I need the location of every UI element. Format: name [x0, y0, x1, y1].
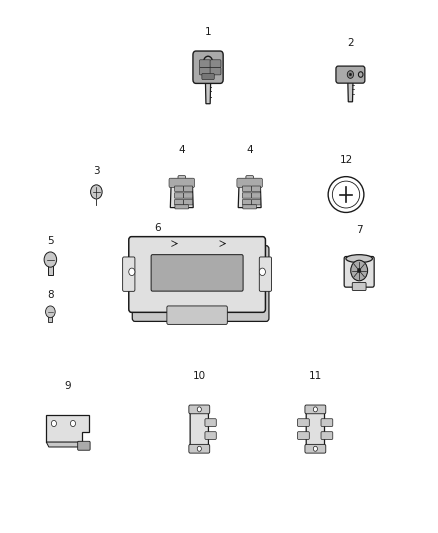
Text: 8: 8 — [47, 290, 54, 300]
Polygon shape — [46, 415, 89, 442]
Polygon shape — [348, 80, 353, 102]
FancyBboxPatch shape — [184, 186, 193, 191]
Text: 4: 4 — [246, 144, 253, 155]
FancyBboxPatch shape — [151, 255, 243, 291]
FancyBboxPatch shape — [251, 199, 261, 205]
FancyBboxPatch shape — [184, 199, 193, 205]
FancyBboxPatch shape — [259, 257, 272, 292]
FancyBboxPatch shape — [169, 178, 194, 188]
Text: 12: 12 — [339, 155, 353, 165]
FancyBboxPatch shape — [205, 432, 216, 439]
Text: 10: 10 — [193, 371, 206, 381]
FancyBboxPatch shape — [174, 199, 184, 205]
Ellipse shape — [328, 176, 364, 213]
FancyBboxPatch shape — [297, 432, 309, 439]
FancyBboxPatch shape — [251, 193, 261, 198]
FancyBboxPatch shape — [174, 193, 184, 198]
Text: 2: 2 — [347, 38, 354, 48]
FancyBboxPatch shape — [190, 409, 208, 449]
Circle shape — [350, 73, 351, 76]
Polygon shape — [170, 179, 193, 207]
FancyBboxPatch shape — [242, 193, 251, 198]
Text: 5: 5 — [47, 236, 54, 246]
FancyBboxPatch shape — [199, 67, 210, 75]
FancyBboxPatch shape — [199, 60, 210, 67]
Text: 9: 9 — [64, 381, 71, 391]
FancyBboxPatch shape — [251, 186, 261, 191]
Text: 3: 3 — [93, 166, 100, 176]
Circle shape — [351, 260, 367, 281]
FancyBboxPatch shape — [175, 205, 189, 209]
FancyBboxPatch shape — [205, 419, 216, 426]
FancyBboxPatch shape — [178, 176, 186, 181]
Circle shape — [71, 421, 75, 426]
FancyBboxPatch shape — [242, 199, 251, 205]
FancyBboxPatch shape — [246, 176, 254, 181]
FancyBboxPatch shape — [210, 67, 221, 75]
FancyBboxPatch shape — [184, 193, 193, 198]
FancyBboxPatch shape — [193, 51, 223, 84]
Circle shape — [259, 268, 265, 276]
FancyBboxPatch shape — [189, 405, 210, 414]
Text: 6: 6 — [154, 223, 161, 233]
Polygon shape — [46, 442, 85, 447]
FancyBboxPatch shape — [202, 74, 214, 79]
FancyBboxPatch shape — [352, 282, 366, 290]
FancyBboxPatch shape — [167, 306, 227, 325]
Circle shape — [91, 185, 102, 199]
Circle shape — [357, 269, 361, 272]
Circle shape — [44, 252, 57, 267]
Text: 1: 1 — [205, 27, 212, 37]
FancyBboxPatch shape — [210, 60, 221, 67]
FancyBboxPatch shape — [344, 256, 374, 287]
Text: 4: 4 — [178, 144, 185, 155]
Bar — [47, 258, 53, 275]
Circle shape — [313, 407, 318, 412]
FancyBboxPatch shape — [78, 441, 90, 450]
FancyBboxPatch shape — [321, 419, 333, 426]
FancyBboxPatch shape — [306, 409, 325, 449]
Polygon shape — [238, 179, 261, 207]
Text: 7: 7 — [356, 224, 363, 235]
Bar — [49, 311, 52, 322]
FancyBboxPatch shape — [336, 66, 365, 83]
FancyBboxPatch shape — [243, 205, 257, 209]
FancyBboxPatch shape — [123, 257, 135, 292]
FancyBboxPatch shape — [305, 405, 326, 414]
FancyBboxPatch shape — [237, 178, 262, 188]
FancyBboxPatch shape — [321, 432, 333, 439]
FancyBboxPatch shape — [174, 186, 184, 191]
FancyBboxPatch shape — [305, 445, 326, 453]
Circle shape — [313, 446, 318, 451]
FancyBboxPatch shape — [189, 445, 210, 453]
Ellipse shape — [332, 181, 360, 208]
Text: 11: 11 — [309, 371, 322, 381]
Ellipse shape — [346, 255, 372, 263]
FancyBboxPatch shape — [132, 246, 269, 321]
Circle shape — [51, 421, 57, 426]
Circle shape — [197, 407, 201, 412]
FancyBboxPatch shape — [297, 419, 309, 426]
Circle shape — [347, 71, 353, 78]
Circle shape — [129, 268, 135, 276]
Circle shape — [197, 446, 201, 451]
FancyBboxPatch shape — [129, 237, 265, 312]
Polygon shape — [205, 79, 211, 104]
FancyBboxPatch shape — [242, 186, 251, 191]
Circle shape — [46, 306, 55, 318]
